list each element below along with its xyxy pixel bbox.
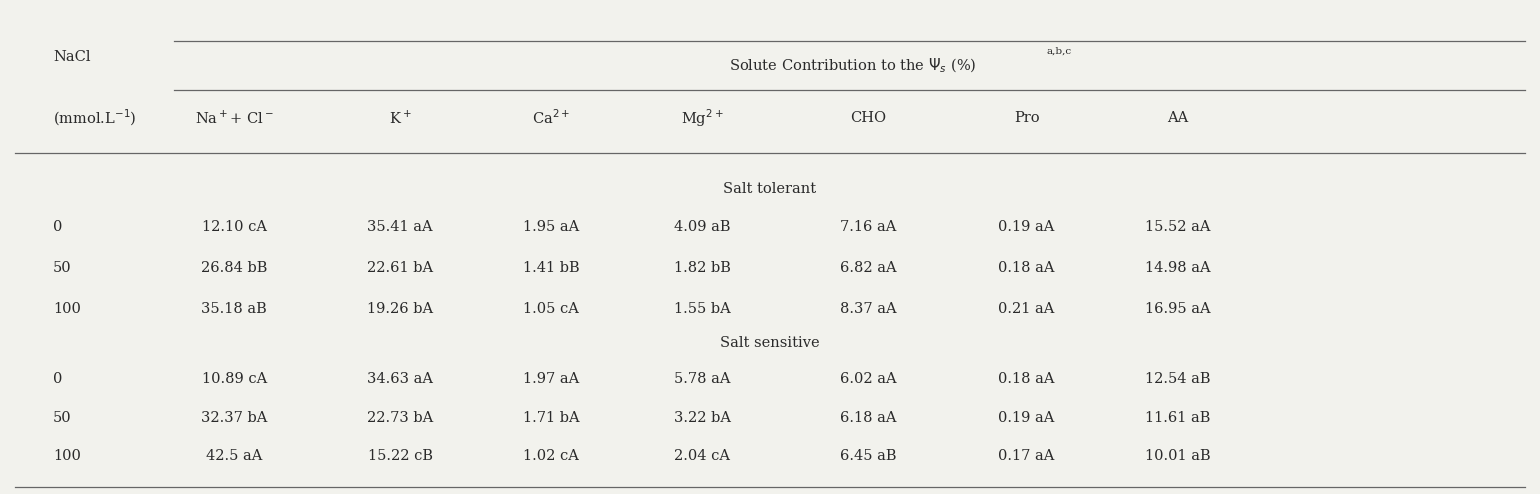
Text: 26.84 bB: 26.84 bB <box>202 261 268 275</box>
Text: 6.45 aB: 6.45 aB <box>839 450 896 463</box>
Text: Na$^+$+ Cl$^-$: Na$^+$+ Cl$^-$ <box>194 110 274 127</box>
Text: 6.18 aA: 6.18 aA <box>839 411 896 425</box>
Text: 10.89 cA: 10.89 cA <box>202 372 266 386</box>
Text: NaCl: NaCl <box>52 50 91 64</box>
Text: a,b,c: a,b,c <box>1046 47 1072 56</box>
Text: 14.98 aA: 14.98 aA <box>1144 261 1210 275</box>
Text: 1.05 cA: 1.05 cA <box>524 301 579 316</box>
Text: 34.63 aA: 34.63 aA <box>367 372 433 386</box>
Text: 5.78 aA: 5.78 aA <box>675 372 730 386</box>
Text: Pro: Pro <box>1013 111 1040 125</box>
Text: 0: 0 <box>52 372 63 386</box>
Text: (mmol.L$^{-1}$): (mmol.L$^{-1}$) <box>52 108 137 128</box>
Text: 12.54 aB: 12.54 aB <box>1144 372 1210 386</box>
Text: 11.61 aB: 11.61 aB <box>1144 411 1210 425</box>
Text: 0.21 aA: 0.21 aA <box>998 301 1055 316</box>
Text: 4.09 aB: 4.09 aB <box>675 220 730 235</box>
Text: 50: 50 <box>52 411 72 425</box>
Text: Salt tolerant: Salt tolerant <box>724 182 816 196</box>
Text: 0.18 aA: 0.18 aA <box>998 372 1055 386</box>
Text: 15.52 aA: 15.52 aA <box>1144 220 1210 235</box>
Text: 0.18 aA: 0.18 aA <box>998 261 1055 275</box>
Text: 35.18 aB: 35.18 aB <box>202 301 266 316</box>
Text: 19.26 bA: 19.26 bA <box>367 301 433 316</box>
Text: 100: 100 <box>52 450 82 463</box>
Text: Ca$^{2+}$: Ca$^{2+}$ <box>533 109 570 127</box>
Text: 50: 50 <box>52 261 72 275</box>
Text: 3.22 bA: 3.22 bA <box>673 411 730 425</box>
Text: 1.97 aA: 1.97 aA <box>524 372 579 386</box>
Text: 15.22 cB: 15.22 cB <box>368 450 433 463</box>
Text: 10.01 aB: 10.01 aB <box>1144 450 1210 463</box>
Text: 12.10 cA: 12.10 cA <box>202 220 266 235</box>
Text: CHO: CHO <box>850 111 885 125</box>
Text: 7.16 aA: 7.16 aA <box>839 220 896 235</box>
Text: 22.61 bA: 22.61 bA <box>367 261 433 275</box>
Text: 0.19 aA: 0.19 aA <box>998 411 1055 425</box>
Text: AA: AA <box>1167 111 1187 125</box>
Text: 42.5 aA: 42.5 aA <box>206 450 262 463</box>
Text: 0.17 aA: 0.17 aA <box>998 450 1055 463</box>
Text: 0: 0 <box>52 220 63 235</box>
Text: 1.55 bA: 1.55 bA <box>673 301 730 316</box>
Text: 6.82 aA: 6.82 aA <box>839 261 896 275</box>
Text: 35.41 aA: 35.41 aA <box>368 220 433 235</box>
Text: 16.95 aA: 16.95 aA <box>1144 301 1210 316</box>
Text: 1.71 bA: 1.71 bA <box>524 411 579 425</box>
Text: K$^+$: K$^+$ <box>390 110 411 127</box>
Text: Solute Contribution to the $\mathit{\Psi}_s$ (%): Solute Contribution to the $\mathit{\Psi… <box>730 56 976 75</box>
Text: 1.02 cA: 1.02 cA <box>524 450 579 463</box>
Text: 32.37 bA: 32.37 bA <box>202 411 268 425</box>
Text: 8.37 aA: 8.37 aA <box>839 301 896 316</box>
Text: 6.02 aA: 6.02 aA <box>839 372 896 386</box>
Text: 1.82 bB: 1.82 bB <box>673 261 730 275</box>
Text: 0.19 aA: 0.19 aA <box>998 220 1055 235</box>
Text: 1.95 aA: 1.95 aA <box>524 220 579 235</box>
Text: Mg$^{2+}$: Mg$^{2+}$ <box>681 107 724 129</box>
Text: 2.04 cA: 2.04 cA <box>675 450 730 463</box>
Text: 1.41 bB: 1.41 bB <box>524 261 579 275</box>
Text: Salt sensitive: Salt sensitive <box>721 336 819 350</box>
Text: 22.73 bA: 22.73 bA <box>367 411 433 425</box>
Text: 100: 100 <box>52 301 82 316</box>
